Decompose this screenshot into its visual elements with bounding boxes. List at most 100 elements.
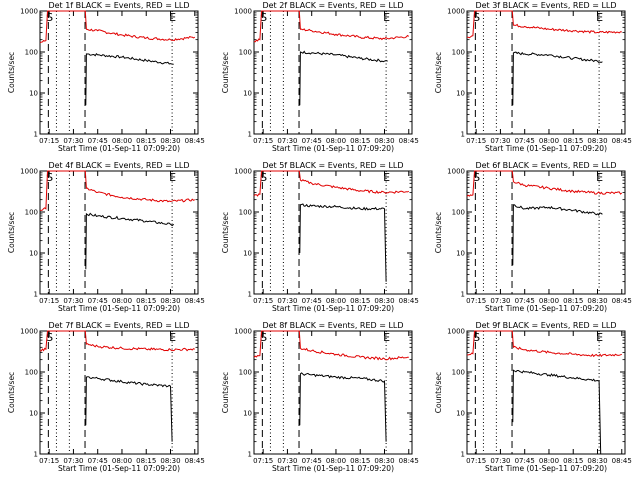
panel-det-6: Det 6f BLACK = Events, RED = LLD 1 10 100 10… [434,161,632,313]
x-tick-label: 08:30 [587,457,607,465]
x-tick-label: 08:15 [136,297,156,305]
x-tick-label: 08:00 [539,137,559,145]
marker-e: E [169,331,176,344]
y-axis-label: Counts/sec [434,372,443,413]
x-tick-label: 08:45 [185,297,205,305]
panel-title: Det 2f BLACK = Events, RED = LLD [262,1,403,10]
marker-s: S [473,11,480,24]
x-tick-label: 08:30 [374,297,394,305]
x-axis-label: Start Time (01-Sep-11 07:09:20) [58,464,180,473]
y-tick-label: 10 [29,250,38,258]
series-lld-line [466,330,622,358]
y-tick-label: 1 [34,291,38,299]
y-axis-label: Counts/sec [221,212,230,253]
x-tick-label: 07:15 [39,297,59,305]
y-tick-label: 1000 [447,8,465,16]
y-tick-label: 10 [243,90,252,98]
panel-title: Det 3f BLACK = Events, RED = LLD [475,1,616,10]
panel-title: Det 9f BLACK = Events, RED = LLD [475,321,616,330]
series-events-line [512,51,603,106]
x-tick-label: 07:15 [253,297,273,305]
series-lld-line [39,10,196,44]
y-tick-label: 100 [452,369,465,377]
y-tick-label: 10 [29,410,38,418]
x-tick-label: 07:45 [515,457,535,465]
x-tick-label: 08:00 [539,297,559,305]
x-tick-label: 08:45 [612,137,632,145]
x-tick-label: 07:45 [515,137,535,145]
x-axis-label: Start Time (01-Sep-11 07:09:20) [272,144,394,153]
series-events-line [512,204,603,266]
panel-title: Det 6f BLACK = Events, RED = LLD [475,161,616,170]
x-tick-label: 07:15 [253,457,273,465]
x-tick-label: 08:15 [350,457,370,465]
y-axis-label: Counts/sec [7,52,16,93]
marker-e: E [596,331,603,344]
x-tick-label: 07:45 [88,297,108,305]
y-tick-label: 1000 [447,328,465,336]
y-axis-label: Counts/sec [221,52,230,93]
series-events-line [85,53,174,106]
plot-frame [466,10,626,135]
y-tick-label: 100 [239,49,252,57]
series-lld-line [253,10,410,43]
series-events-line [85,376,173,442]
y-tick-label: 100 [25,369,38,377]
x-tick-label: 07:45 [88,457,108,465]
marker-e: E [169,11,176,24]
plot-frame [39,330,199,455]
x-tick-label: 07:30 [277,457,297,465]
panel-title: Det 4f BLACK = Events, RED = LLD [48,161,189,170]
panel-det-1: Det 1f BLACK = Events, RED = LLD 1 10 100 10… [7,1,205,153]
x-tick-label: 07:30 [490,457,510,465]
x-tick-label: 08:45 [612,457,632,465]
series-events-line [299,372,387,442]
series-lld-line [39,170,196,211]
x-tick-label: 07:45 [302,297,322,305]
x-tick-label: 08:30 [374,137,394,145]
plot-frame [253,170,413,295]
series-events-line [85,212,175,270]
x-tick-label: 08:30 [587,297,607,305]
series-lld-line [466,10,622,39]
x-axis-label: Start Time (01-Sep-11 07:09:20) [272,304,394,313]
plot-frame [253,10,413,135]
x-tick-label: 08:45 [185,137,205,145]
y-tick-label: 1000 [234,328,252,336]
marker-e: E [596,171,603,184]
plot-frame [466,330,626,455]
x-tick-label: 08:30 [160,297,180,305]
y-tick-label: 1 [461,451,465,459]
marker-s: S [46,171,53,184]
series-lld-line [466,170,623,197]
series-lld-line [39,330,195,352]
y-tick-label: 1 [34,451,38,459]
x-tick-label: 07:45 [515,297,535,305]
x-tick-label: 08:15 [350,137,370,145]
marker-e: E [383,11,390,24]
x-axis-label: Start Time (01-Sep-11 07:09:20) [485,304,607,313]
x-tick-label: 08:45 [399,137,419,145]
x-tick-label: 07:30 [63,457,83,465]
x-tick-label: 07:30 [490,297,510,305]
y-tick-label: 10 [243,250,252,258]
y-tick-label: 1000 [447,168,465,176]
plot-frame [39,170,199,295]
y-tick-label: 1 [461,131,465,139]
y-axis-label: Counts/sec [7,212,16,253]
panel-title: Det 7f BLACK = Events, RED = LLD [48,321,189,330]
y-tick-label: 10 [456,90,465,98]
marker-s: S [46,11,53,24]
x-tick-label: 07:15 [466,457,486,465]
y-tick-label: 100 [25,209,38,217]
x-tick-label: 07:45 [302,137,322,145]
panel-det-4: Det 4f BLACK = Events, RED = LLD 1 10 100 10… [7,161,205,313]
x-tick-label: 08:30 [587,137,607,145]
marker-e: E [169,171,176,184]
x-axis-label: Start Time (01-Sep-11 07:09:20) [58,144,180,153]
panel-det-9: Det 9f BLACK = Events, RED = LLD 1 10 100 10… [434,321,632,473]
panel-det-2: Det 2f BLACK = Events, RED = LLD 1 10 100 10… [221,1,419,153]
x-tick-label: 07:15 [466,137,486,145]
marker-s: S [260,11,267,24]
